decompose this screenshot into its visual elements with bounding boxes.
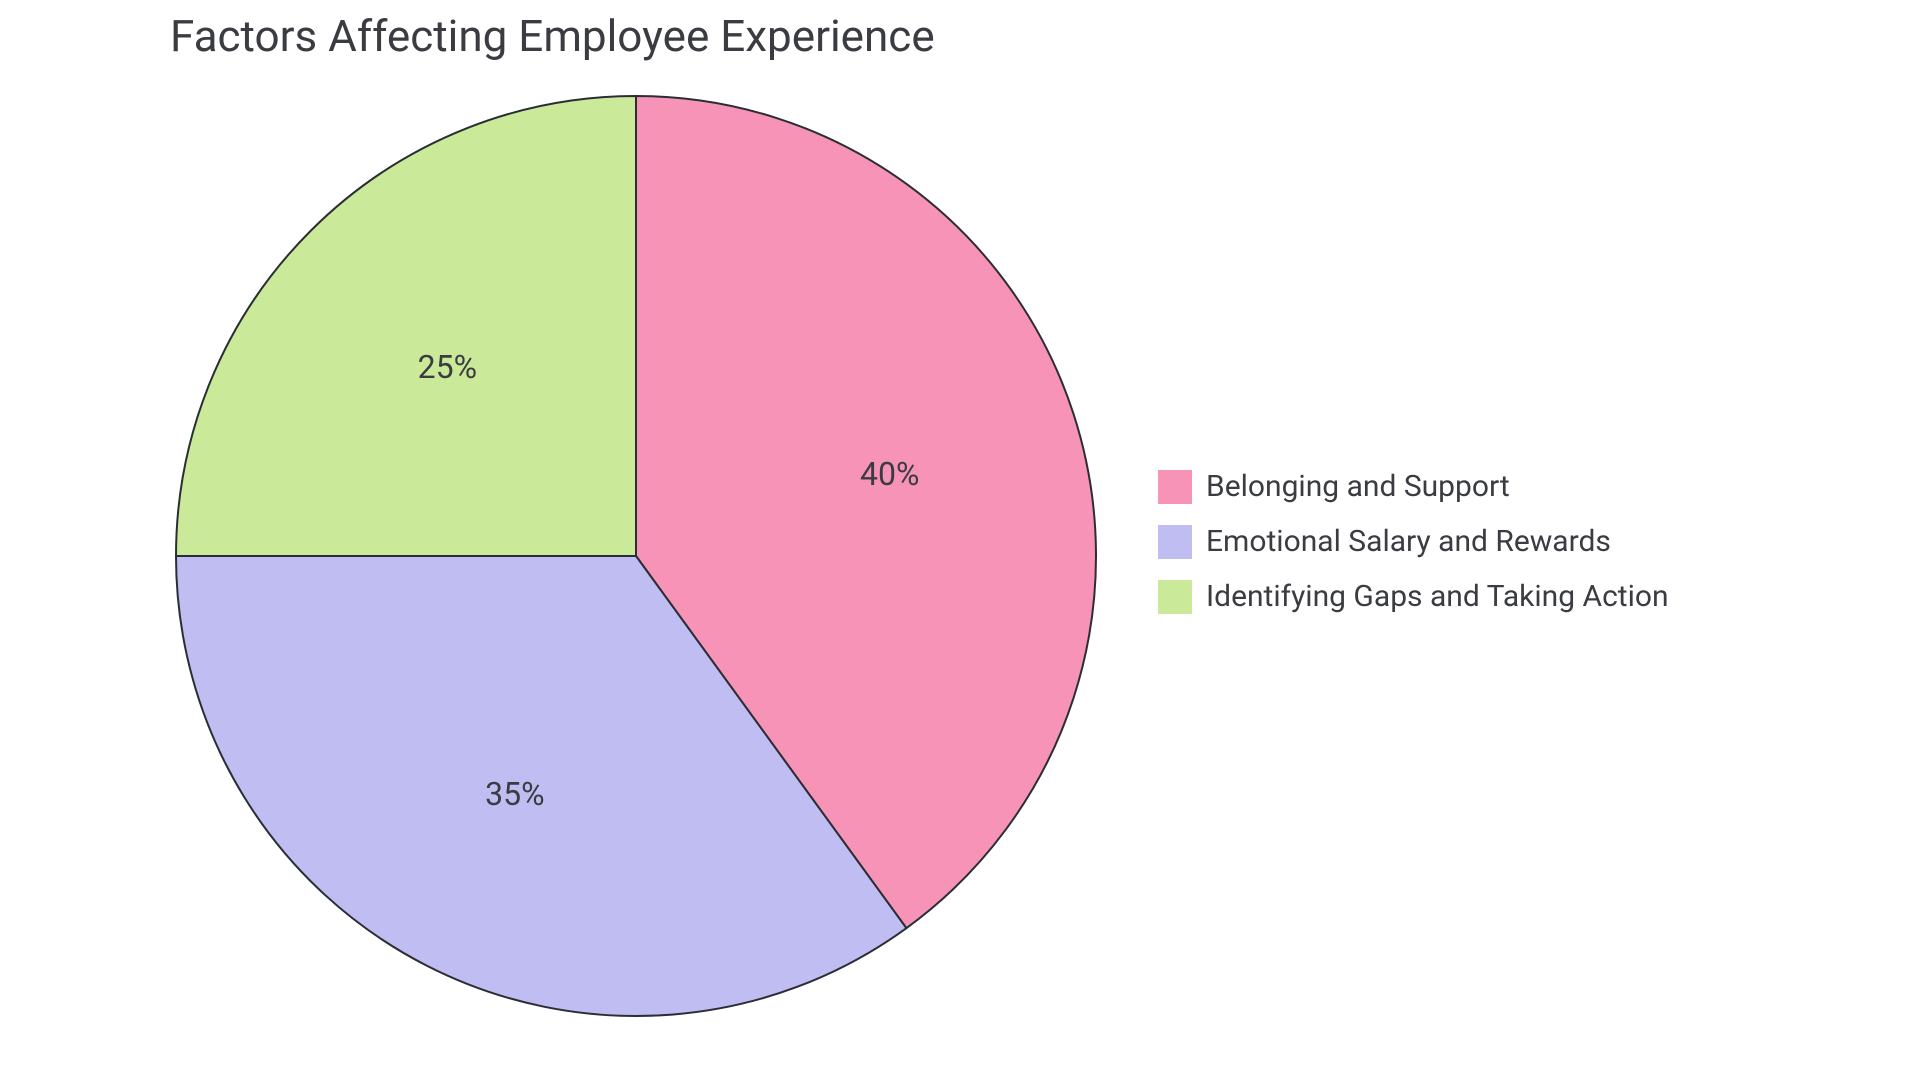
legend-label: Belonging and Support — [1206, 469, 1510, 504]
legend-label: Emotional Salary and Rewards — [1206, 524, 1611, 559]
legend-swatch — [1158, 525, 1192, 559]
legend-item: Identifying Gaps and Taking Action — [1158, 579, 1669, 614]
pie-slice-label: 40% — [860, 455, 919, 493]
pie-slice-label: 25% — [418, 348, 477, 386]
pie-chart: 40% 35% 25% — [172, 92, 1100, 1020]
chart-container: Factors Affecting Employee Experience 40… — [0, 0, 1920, 1080]
chart-title: Factors Affecting Employee Experience — [170, 10, 935, 62]
legend-swatch — [1158, 470, 1192, 504]
pie-slice — [176, 96, 636, 556]
legend: Belonging and Support Emotional Salary an… — [1158, 469, 1669, 634]
legend-item: Emotional Salary and Rewards — [1158, 524, 1669, 559]
pie-svg — [172, 92, 1100, 1020]
pie-slice-label: 35% — [485, 775, 544, 813]
legend-item: Belonging and Support — [1158, 469, 1669, 504]
legend-swatch — [1158, 580, 1192, 614]
legend-label: Identifying Gaps and Taking Action — [1206, 579, 1669, 614]
